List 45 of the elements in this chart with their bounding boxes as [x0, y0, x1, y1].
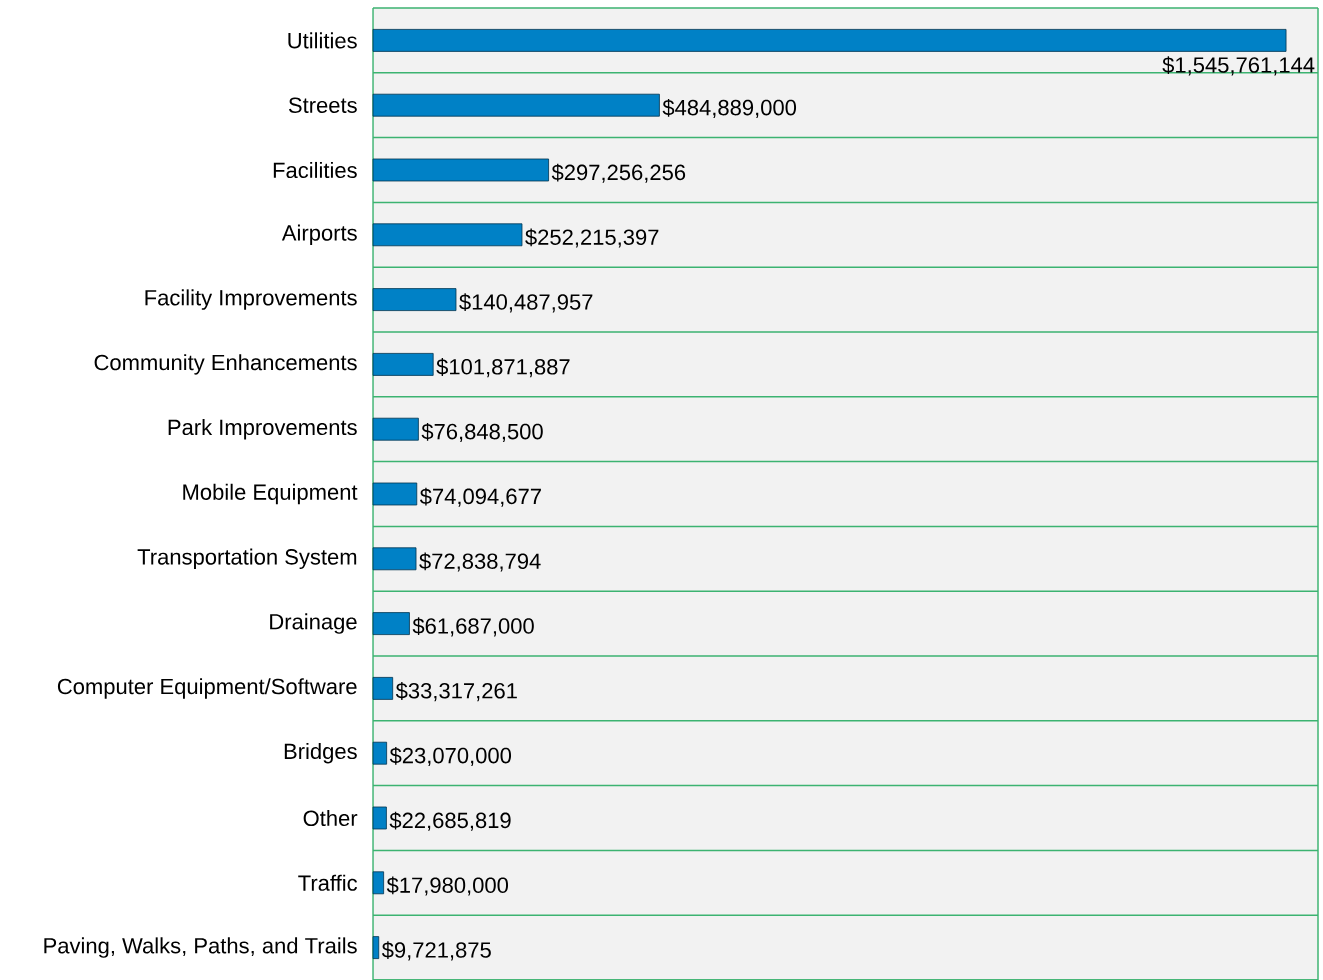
bar: [372, 936, 380, 959]
y-tick-label: Drainage: [270, 613, 357, 634]
y-tick-label: Park Improvements: [168, 418, 357, 440]
data-label: $17,980,000: [386, 876, 509, 896]
y-tick-label: Streets: [288, 97, 357, 113]
bar: [372, 353, 434, 376]
bar: [372, 482, 418, 506]
y-tick-label: Facilities: [273, 161, 357, 179]
y-tick-label: Facility Improvements: [145, 289, 357, 310]
y-tick-label: Paving, Walks, Paths, and Trails: [44, 937, 357, 958]
data-label: $61,687,000: [412, 617, 534, 637]
y-tick-label: Bridges: [284, 742, 357, 764]
bar: [372, 612, 410, 635]
y-tick-label: Community Enhancements: [94, 354, 357, 375]
data-label: $297,256,256: [551, 163, 686, 183]
data-label: $33,317,261: [395, 682, 517, 702]
data-label: $72,838,794: [419, 552, 541, 572]
data-label: $101,871,887: [436, 358, 570, 378]
data-label: $9,721,875: [381, 941, 491, 961]
bar: [372, 417, 419, 441]
data-label: $74,094,677: [419, 487, 541, 507]
y-tick-label: Computer Equipment/Software: [57, 678, 357, 699]
bar: [372, 93, 660, 117]
y-tick-label: Mobile Equipment: [183, 483, 358, 505]
data-label: $484,889,000: [662, 98, 797, 118]
bar: [372, 547, 417, 571]
bar: [372, 288, 457, 311]
y-tick-label: Transportation System: [137, 548, 357, 570]
y-tick-label: Traffic: [298, 874, 358, 891]
y-tick-label: Other: [303, 809, 358, 827]
bar: [372, 741, 388, 765]
data-label: $22,685,819: [389, 811, 511, 831]
bar: [372, 29, 1287, 52]
y-tick-label: Utilities: [288, 32, 357, 49]
data-label: $1,545,761,144: [1162, 56, 1315, 76]
data-label: $252,215,397: [525, 228, 659, 248]
bar: [372, 677, 394, 700]
y-tick-label: Airports: [281, 224, 357, 246]
data-label: $76,848,500: [421, 422, 543, 442]
bar: [372, 871, 385, 895]
bar: [372, 158, 549, 182]
bar: [372, 806, 387, 830]
data-label: $140,487,957: [459, 293, 593, 313]
bar: [372, 223, 523, 247]
data-label: $23,070,000: [389, 746, 512, 766]
